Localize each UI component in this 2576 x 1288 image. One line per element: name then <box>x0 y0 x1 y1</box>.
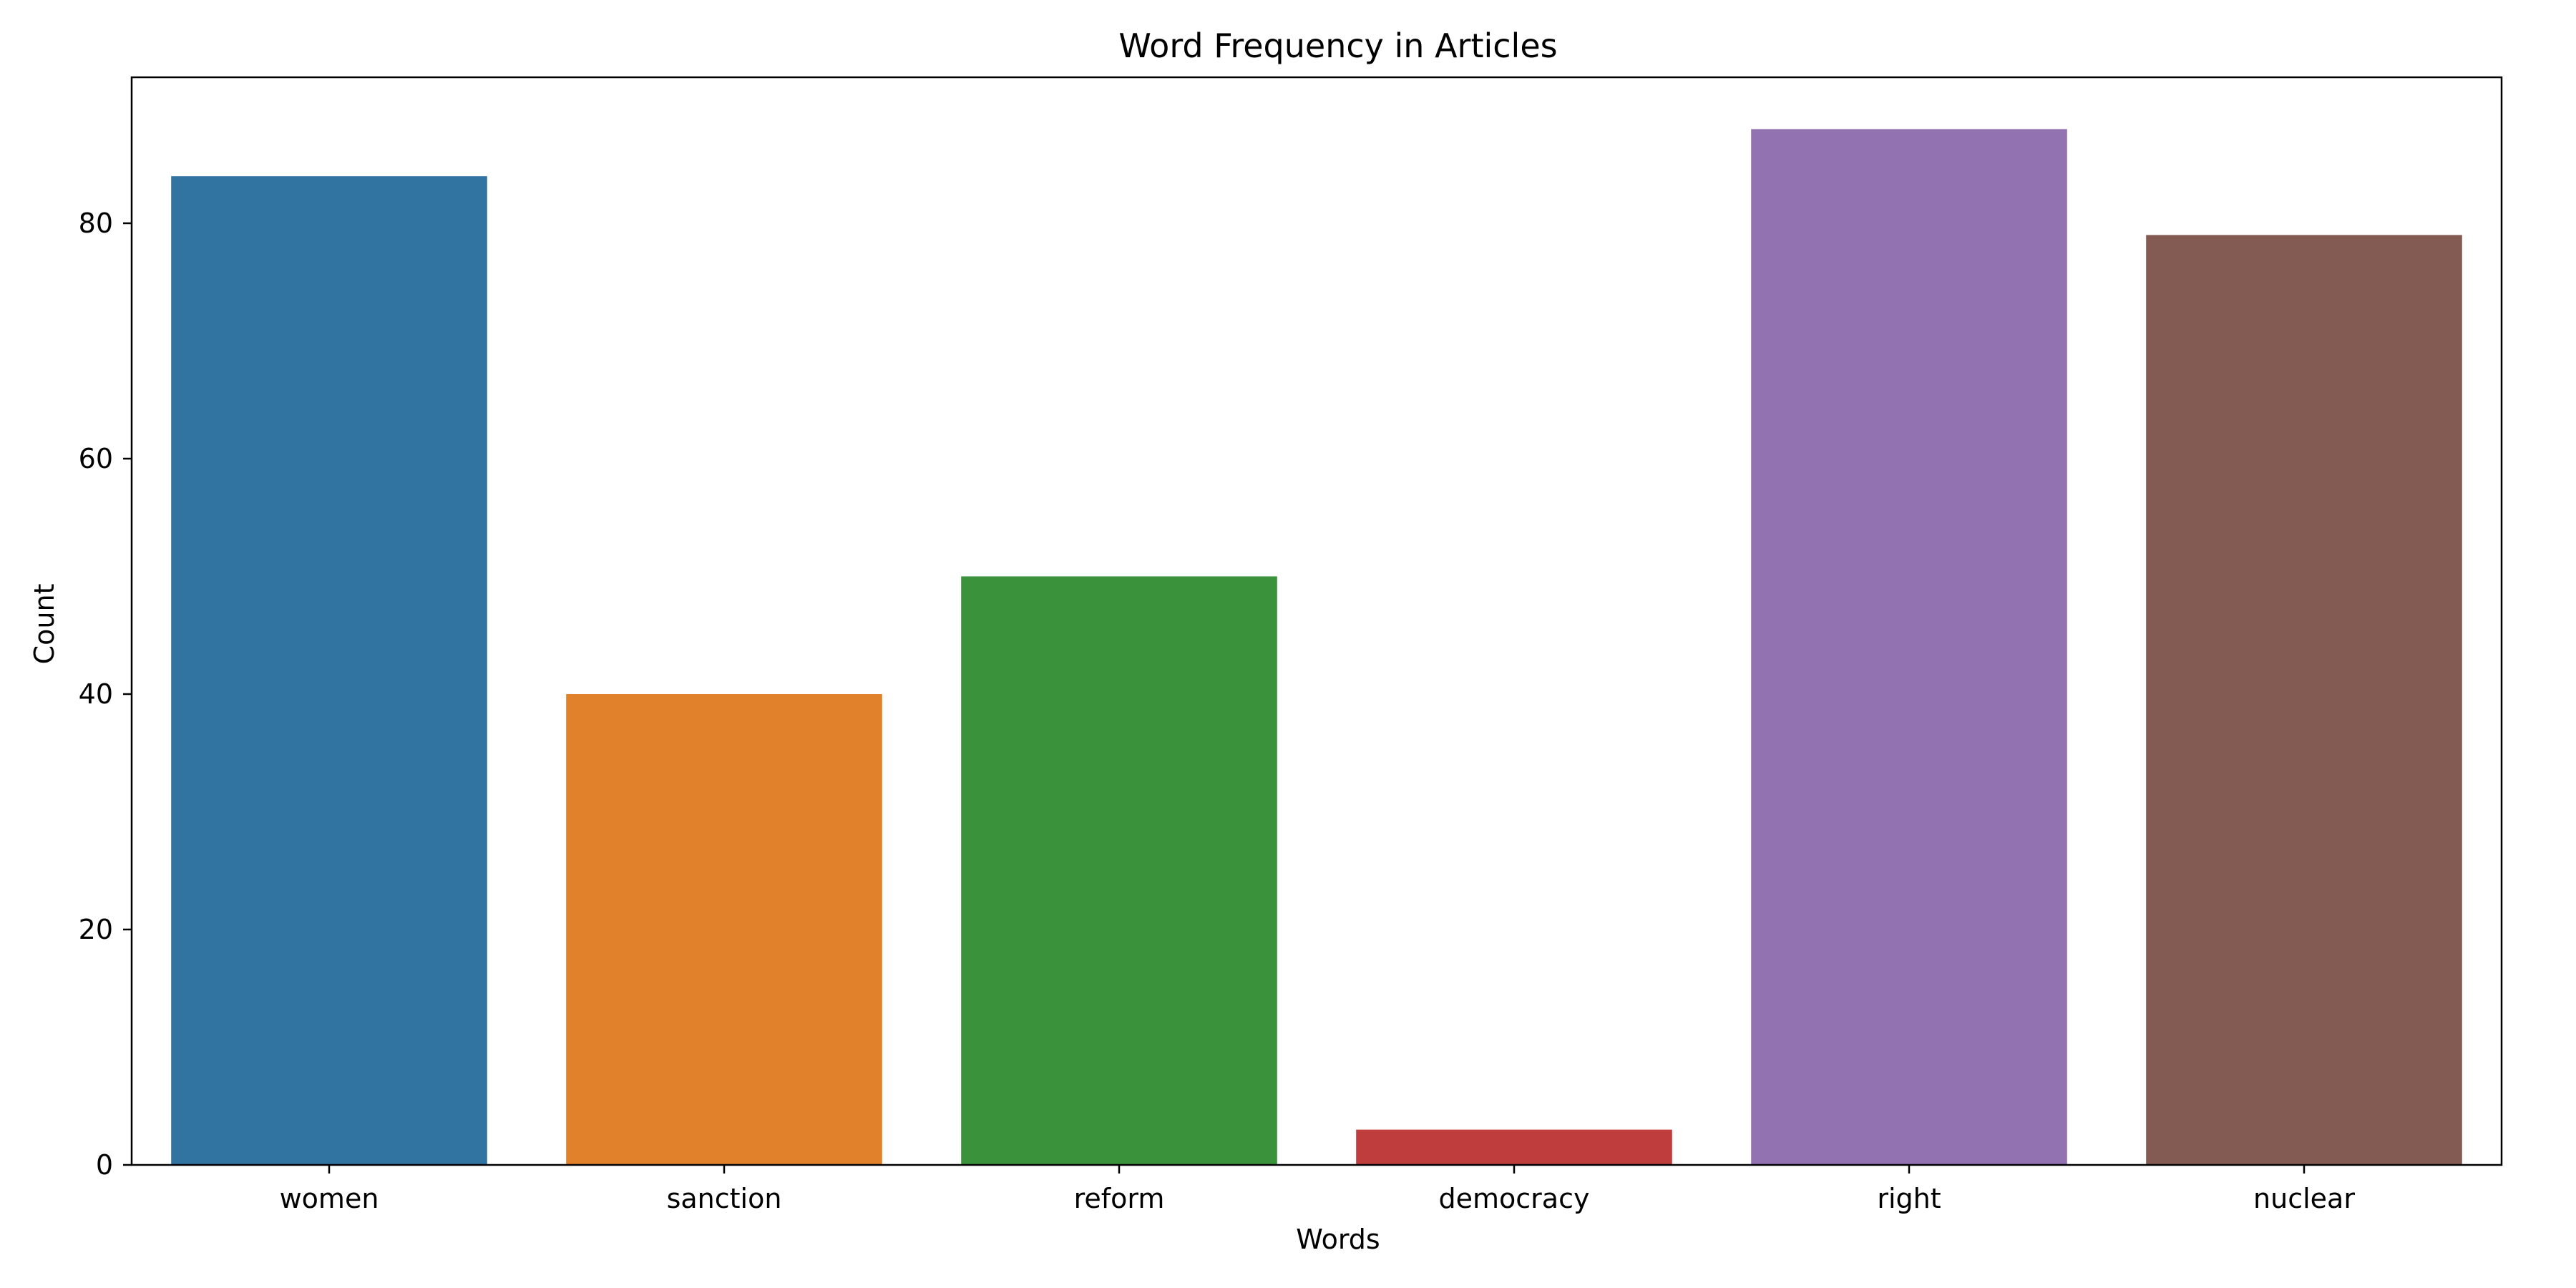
bar-right <box>1751 129 2067 1165</box>
x-tick-label: nuclear <box>2253 1183 2355 1214</box>
bars-layer <box>171 129 2462 1166</box>
x-tick-label: women <box>280 1183 379 1214</box>
x-tick-label: democracy <box>1439 1183 1590 1214</box>
bar-sanction <box>566 693 882 1165</box>
y-axis-ticks: 0 20 40 60 80 <box>79 208 132 1181</box>
x-axis-ticks: women sanction reform democracy right nuclear <box>280 1165 2355 1214</box>
bar-nuclear <box>2146 235 2462 1166</box>
x-axis-label: Words <box>1296 1224 1380 1255</box>
y-tick-label: 40 <box>79 678 113 710</box>
x-tick-label: sanction <box>667 1183 782 1214</box>
y-axis-label: Count <box>29 584 60 665</box>
plot-frame <box>130 76 2503 1166</box>
y-tick-label: 20 <box>79 914 113 945</box>
y-tick-label: 60 <box>79 443 113 474</box>
chart-title: Word Frequency in Articles <box>1118 26 1557 65</box>
x-tick-label: right <box>1877 1183 1941 1214</box>
x-tick-label: reform <box>1074 1183 1165 1214</box>
bar-reform <box>961 576 1277 1165</box>
y-tick-label: 0 <box>96 1149 113 1181</box>
y-tick-label: 80 <box>79 208 113 239</box>
bar-democracy <box>1356 1129 1672 1165</box>
bar-women <box>171 176 487 1165</box>
